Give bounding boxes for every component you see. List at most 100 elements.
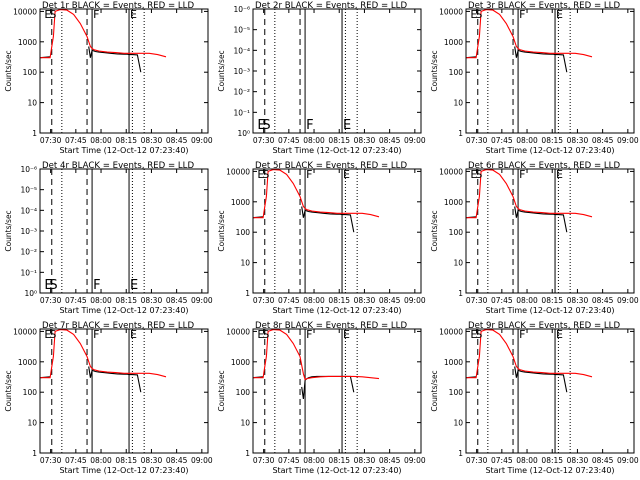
marker-label-f: F: [519, 8, 525, 21]
x-tick-label: 07:45: [65, 136, 87, 145]
series-events: [88, 46, 142, 73]
x-tick-label: 09:00: [617, 296, 639, 305]
y-tick-label: 10000: [226, 327, 250, 336]
panel-title: Det 9r BLACK = Events, RED = LLD: [468, 321, 620, 331]
x-tick-label: 08:45: [166, 456, 188, 465]
x-tick-label: 08:30: [567, 456, 589, 465]
y-tick-label: 10000: [13, 7, 37, 16]
marker-label-e: E: [130, 328, 137, 341]
y-tick-label: 1000: [444, 38, 463, 47]
x-tick-label: 09:00: [191, 136, 213, 145]
marker-label-e: E: [44, 278, 52, 293]
y-tick-label: 1: [245, 449, 250, 458]
x-tick-label: 07:45: [491, 136, 513, 145]
marker-label-e: E: [44, 328, 51, 341]
marker-label-f: F: [306, 328, 312, 341]
y-tick-label: 10000: [226, 167, 250, 176]
plot-frame: [39, 168, 209, 294]
marker-label-e: E: [343, 118, 351, 133]
panel-title: Det 1r BLACK = Events, RED = LLD: [42, 1, 194, 11]
y-axis-label: Counts/sec: [217, 370, 226, 411]
plot-frame: [39, 8, 209, 134]
x-tick-label: 08:45: [592, 136, 614, 145]
y-axis-label: Counts/sec: [4, 50, 13, 91]
y-tick-label: 10⁻¹: [233, 108, 250, 117]
marker-label-s: S: [475, 328, 482, 341]
y-tick-label: 10⁻²: [233, 88, 250, 97]
x-tick-label: 09:00: [191, 296, 213, 305]
y-tick-label: 100: [23, 68, 38, 77]
detector-panel-9: Det 9r BLACK = Events, RED = LLD 07:30 07:…: [430, 321, 639, 475]
y-tick-label: 1000: [444, 358, 463, 367]
series-events: [301, 206, 355, 233]
series-lld: [40, 329, 167, 379]
marker-label-e: E: [44, 8, 51, 21]
x-tick-label: 08:30: [141, 136, 163, 145]
y-axis-label: Counts/sec: [430, 210, 439, 251]
series-lld: [253, 329, 380, 381]
y-axis-label: Counts/sec: [217, 50, 226, 91]
x-tick-label: 09:00: [404, 136, 426, 145]
y-axis-label: Counts/sec: [4, 370, 13, 411]
marker-label-e: E: [257, 168, 264, 181]
y-tick-label: 10000: [439, 7, 463, 16]
x-axis-label: Start Time (12-Oct-12 07:23:40): [485, 146, 614, 155]
series-events: [88, 366, 142, 393]
x-tick-label: 07:45: [278, 456, 300, 465]
plot-frame: [465, 328, 635, 454]
plot-frame: [252, 328, 422, 454]
x-tick-label: 08:15: [541, 296, 563, 305]
detector-panel-1: Det 1r BLACK = Events, RED = LLD 07:30 07:…: [4, 1, 213, 155]
y-tick-label: 10⁻⁶: [233, 5, 250, 14]
marker-label-e: E: [130, 8, 137, 21]
x-tick-label: 07:30: [40, 456, 62, 465]
panel-title: Det 2r BLACK = Events, RED = LLD: [255, 1, 407, 11]
x-tick-label: 08:30: [567, 136, 589, 145]
x-tick-label: 07:30: [40, 296, 62, 305]
y-tick-label: 100: [449, 68, 464, 77]
x-axis-label: Start Time (12-Oct-12 07:23:40): [272, 466, 401, 475]
y-tick-label: 10: [240, 259, 250, 268]
plot-frame: [465, 8, 635, 134]
detector-panel-8: Det 8r BLACK = Events, RED = LLD 07:30 07:…: [217, 321, 426, 475]
y-tick-label: 10: [453, 419, 463, 428]
x-axis-label: Start Time (12-Oct-12 07:23:40): [59, 146, 188, 155]
y-tick-label: 10000: [13, 327, 37, 336]
marker-label-f: F: [93, 278, 100, 293]
x-axis-label: Start Time (12-Oct-12 07:23:40): [59, 466, 188, 475]
x-tick-label: 08:15: [328, 296, 350, 305]
x-tick-label: 08:30: [354, 456, 376, 465]
x-tick-label: 08:00: [303, 296, 325, 305]
marker-label-f: F: [519, 328, 525, 341]
panel-title: Det 6r BLACK = Events, RED = LLD: [468, 161, 620, 171]
x-tick-label: 07:45: [278, 136, 300, 145]
x-tick-label: 08:45: [379, 456, 401, 465]
y-tick-label: 1: [32, 129, 37, 138]
x-axis-label: Start Time (12-Oct-12 07:23:40): [272, 146, 401, 155]
x-tick-label: 08:30: [354, 136, 376, 145]
x-tick-label: 07:45: [491, 296, 513, 305]
x-tick-label: 08:00: [303, 456, 325, 465]
marker-label-s: S: [475, 8, 482, 21]
y-tick-label: 10⁰: [24, 289, 37, 298]
y-tick-label: 10⁻²: [20, 248, 37, 257]
x-tick-label: 08:15: [328, 136, 350, 145]
x-tick-label: 09:00: [191, 456, 213, 465]
marker-label-e: E: [343, 328, 350, 341]
x-tick-label: 08:30: [567, 296, 589, 305]
series-lld: [466, 9, 593, 59]
marker-label-s: S: [49, 8, 56, 21]
marker-label-e: E: [130, 278, 138, 293]
series-lld: [466, 169, 593, 219]
x-tick-label: 07:30: [253, 456, 275, 465]
x-tick-label: 08:30: [354, 296, 376, 305]
y-tick-label: 10⁻⁵: [20, 186, 37, 195]
y-tick-label: 10⁻³: [20, 227, 37, 236]
y-tick-label: 10: [453, 99, 463, 108]
y-axis-label: Counts/sec: [430, 50, 439, 91]
panel-title: Det 8r BLACK = Events, RED = LLD: [255, 321, 407, 331]
plot-frame: [465, 168, 635, 294]
x-axis-label: Start Time (12-Oct-12 07:23:40): [485, 306, 614, 315]
marker-label-e: E: [556, 168, 563, 181]
